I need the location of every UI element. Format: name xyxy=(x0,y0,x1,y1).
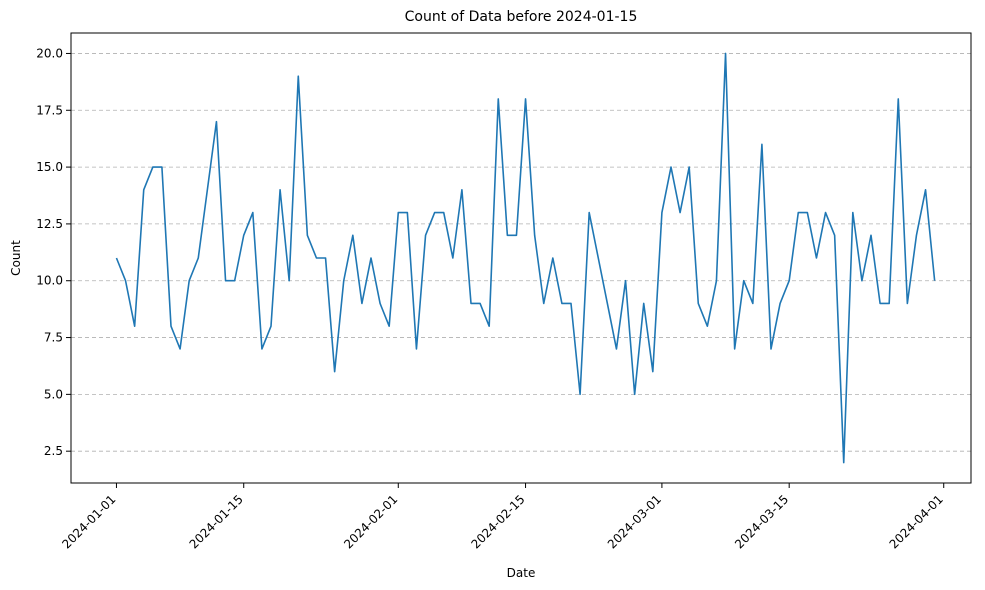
x-tick-label: 2024-01-15 xyxy=(187,492,246,551)
x-tick-label: 2024-02-15 xyxy=(468,492,527,551)
y-tick-label: 7.5 xyxy=(44,331,63,345)
y-axis-label: Count xyxy=(9,240,23,276)
y-tick-label: 5.0 xyxy=(44,387,63,401)
y-axis: 2.5 5.0 7.5 10.0 12.5 15.0 17.5 20.0 xyxy=(36,46,71,458)
chart-title: Count of Data before 2024-01-15 xyxy=(405,9,638,25)
x-tick-label: 2024-04-01 xyxy=(887,492,946,551)
series-line xyxy=(115,52,936,464)
y-tick-label: 12.5 xyxy=(36,217,63,231)
x-axis: 2024-01-01 2024-01-15 2024-02-01 2024-02-15… xyxy=(59,483,946,551)
x-tick-label: 2024-02-01 xyxy=(341,492,400,551)
plot-frame xyxy=(70,32,972,484)
x-tick-label: 2024-03-01 xyxy=(605,492,664,551)
x-axis-label: Date xyxy=(507,566,536,580)
y-tick-label: 10.0 xyxy=(36,274,63,288)
y-tick-label: 2.5 xyxy=(44,444,63,458)
x-tick-label: 2024-03-15 xyxy=(732,492,791,551)
y-tick-label: 15.0 xyxy=(36,160,63,174)
y-tick-label: 17.5 xyxy=(36,103,63,117)
x-tick-label: 2024-01-01 xyxy=(59,492,118,551)
y-tick-label: 20.0 xyxy=(36,46,63,60)
series-group xyxy=(115,52,936,464)
